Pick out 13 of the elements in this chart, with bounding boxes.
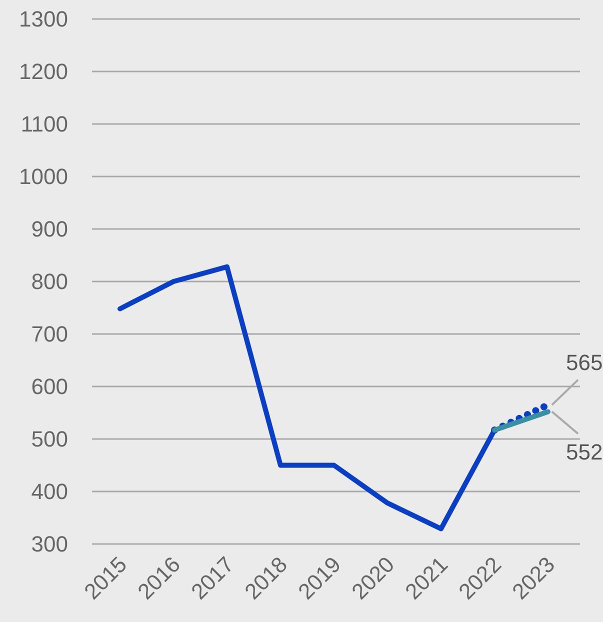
y-tick-label: 600: [31, 374, 68, 400]
y-tick-label: 300: [31, 532, 68, 557]
data-label: 565: [566, 350, 603, 375]
y-tick-label: 500: [31, 426, 68, 452]
y-tick-label: 400: [31, 479, 68, 504]
y-tick-label: 900: [31, 216, 68, 242]
y-tick-label: 1100: [20, 112, 68, 137]
y-tick-label: 800: [31, 269, 68, 294]
y-tick-label: 1200: [19, 59, 68, 84]
y-tick-label: 1300: [19, 6, 68, 32]
y-tick-label: 1000: [19, 164, 68, 190]
data-label: 552: [566, 440, 603, 465]
y-tick-label: 700: [31, 322, 68, 347]
